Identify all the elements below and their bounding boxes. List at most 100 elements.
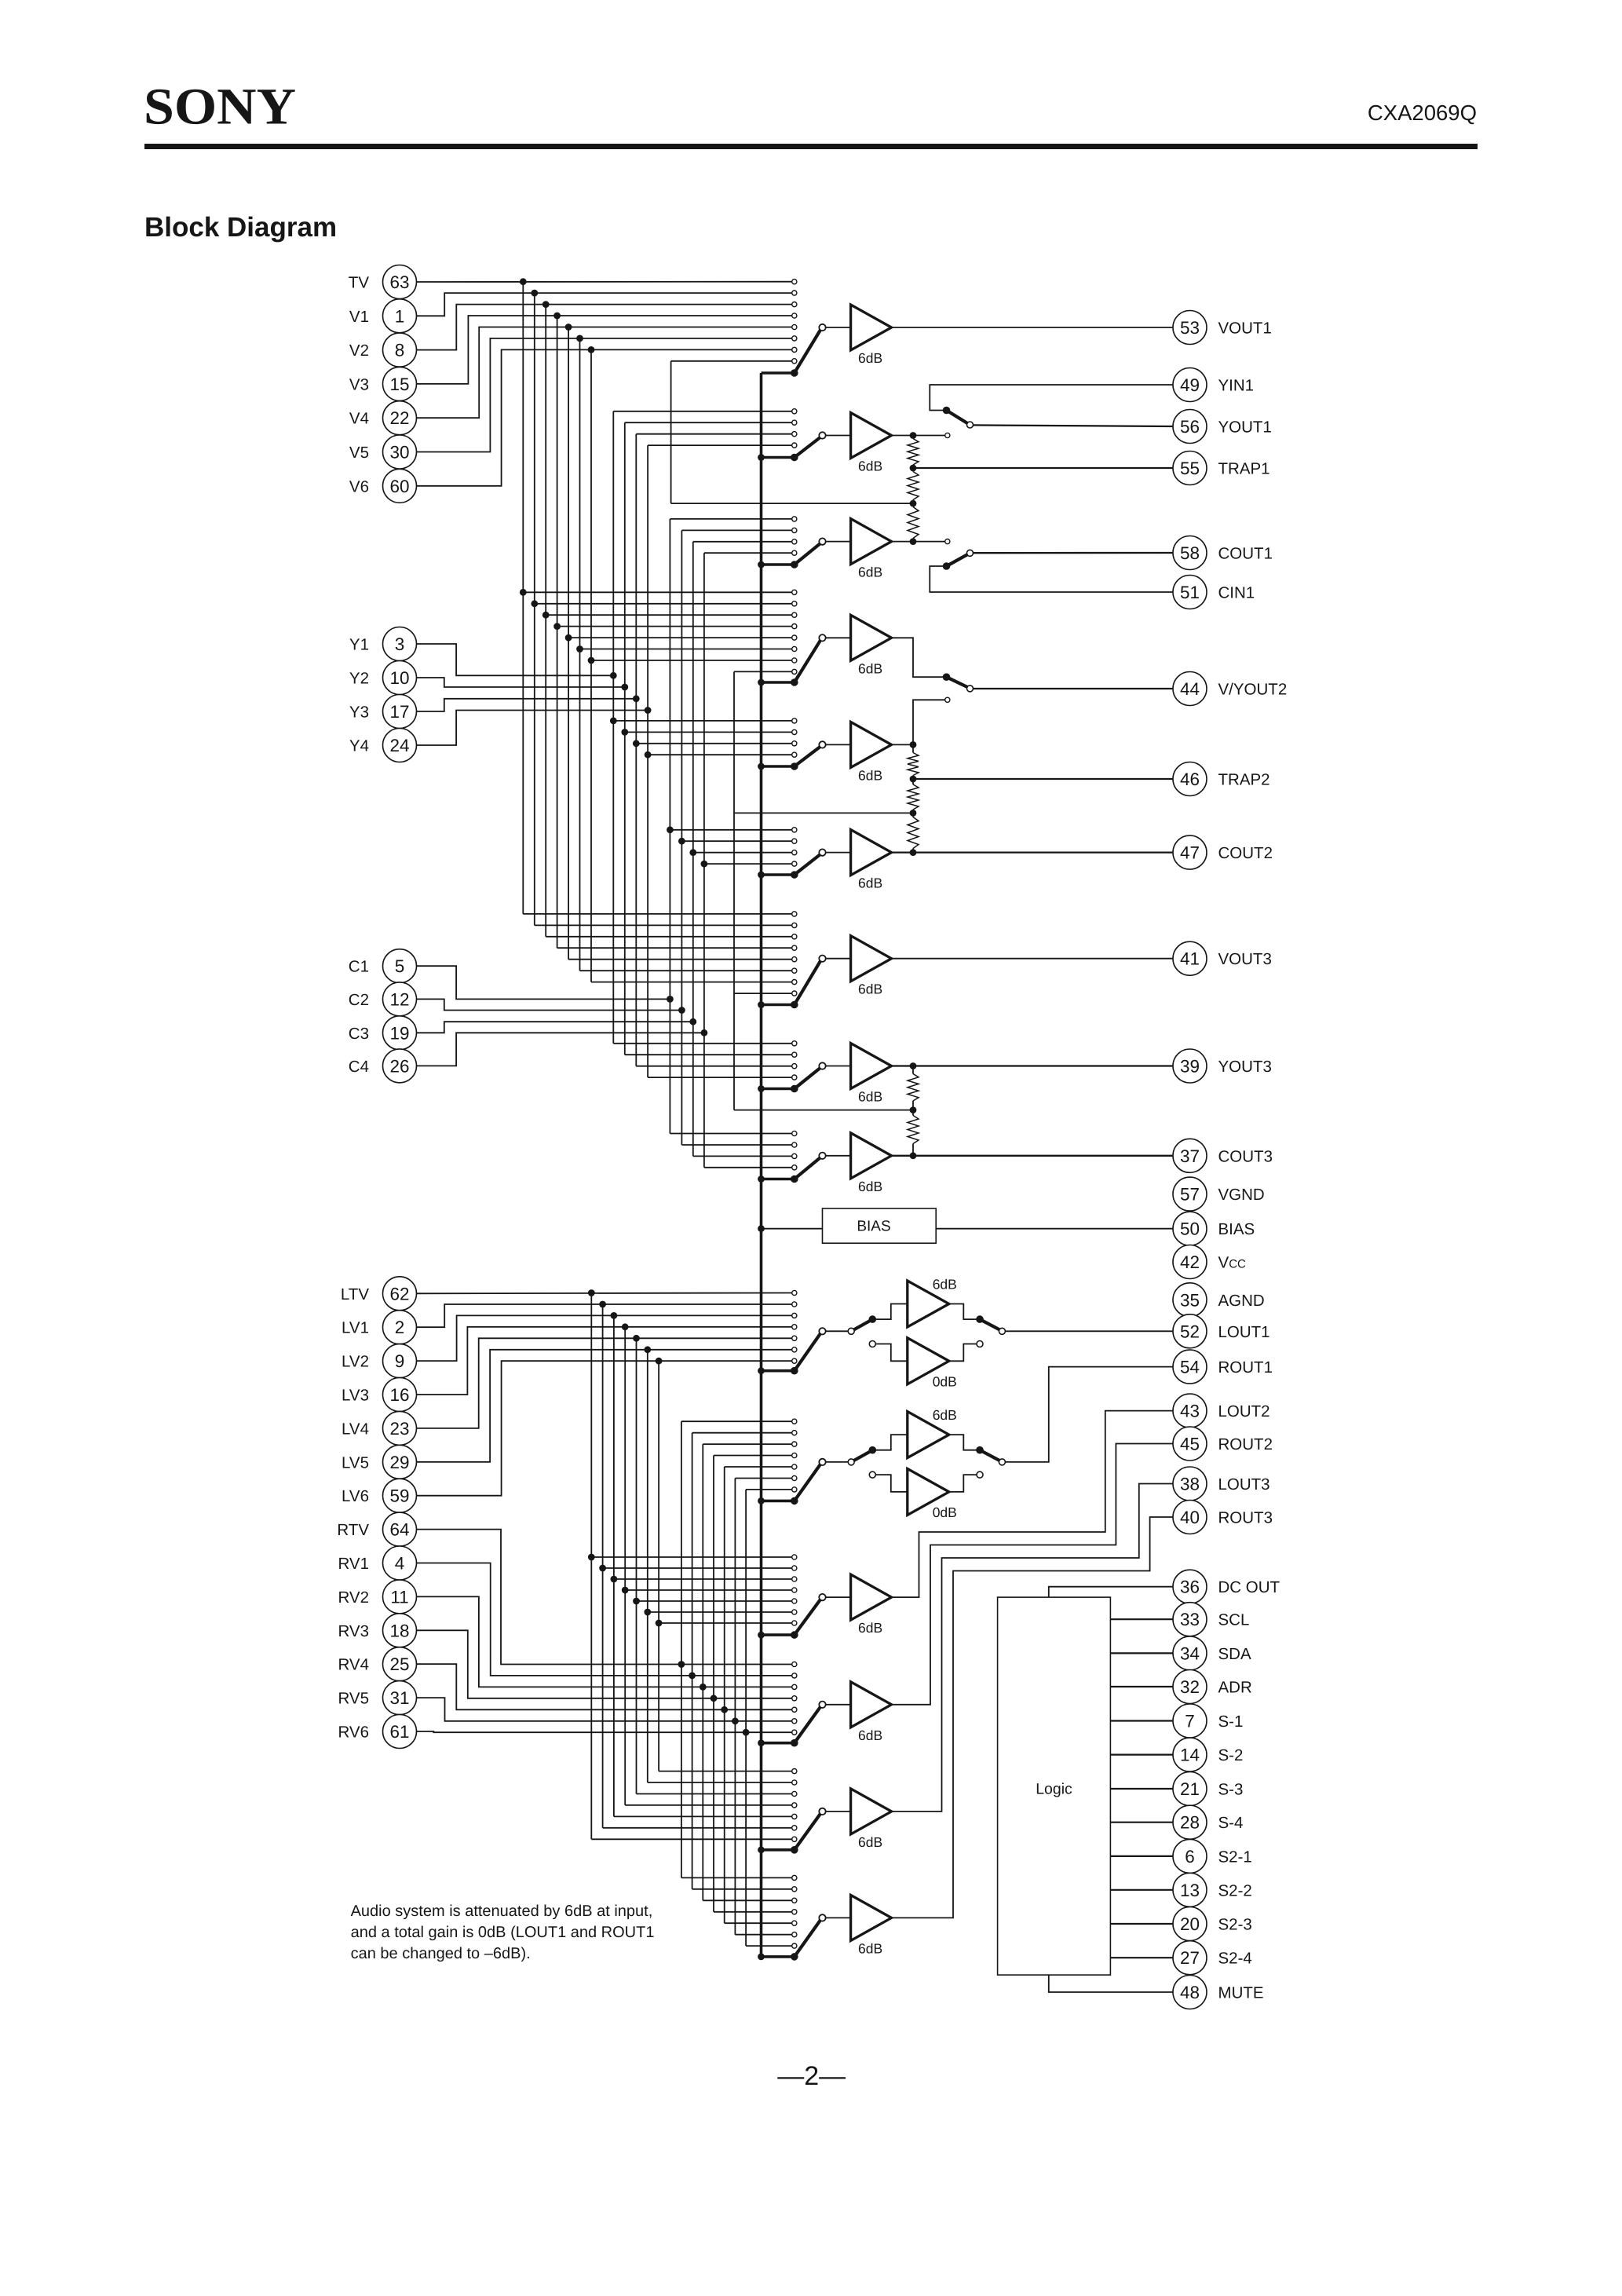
svg-text:Y4: Y4 bbox=[349, 737, 369, 755]
svg-text:V5: V5 bbox=[349, 444, 369, 462]
svg-text:10: 10 bbox=[389, 668, 409, 688]
svg-text:6: 6 bbox=[1185, 1847, 1195, 1866]
svg-text:18: 18 bbox=[389, 1621, 409, 1640]
svg-text:LOUT1: LOUT1 bbox=[1218, 1323, 1270, 1341]
svg-text:58: 58 bbox=[1180, 543, 1200, 563]
svg-text:VGND: VGND bbox=[1218, 1186, 1265, 1204]
svg-text:YOUT1: YOUT1 bbox=[1218, 419, 1272, 437]
svg-text:35: 35 bbox=[1180, 1290, 1200, 1310]
svg-text:—2—: —2— bbox=[777, 2061, 846, 2091]
svg-text:LV6: LV6 bbox=[342, 1487, 369, 1505]
svg-text:VCC: VCC bbox=[1218, 1254, 1247, 1272]
svg-text:37: 37 bbox=[1180, 1146, 1200, 1166]
svg-text:55: 55 bbox=[1180, 459, 1200, 478]
svg-text:41: 41 bbox=[1180, 949, 1200, 969]
svg-text:32: 32 bbox=[1180, 1677, 1200, 1697]
svg-text:6dB: 6dB bbox=[858, 660, 882, 676]
svg-text:25: 25 bbox=[389, 1654, 409, 1674]
svg-text:LV5: LV5 bbox=[342, 1453, 369, 1472]
svg-text:6dB: 6dB bbox=[858, 1940, 882, 1956]
svg-text:49: 49 bbox=[1180, 375, 1200, 395]
svg-text:C3: C3 bbox=[349, 1025, 369, 1043]
svg-text:V6: V6 bbox=[349, 477, 369, 495]
svg-text:VOUT3: VOUT3 bbox=[1218, 950, 1272, 968]
svg-text:6dB: 6dB bbox=[858, 982, 882, 997]
svg-text:S2-2: S2-2 bbox=[1218, 1881, 1252, 1899]
svg-text:C2: C2 bbox=[349, 991, 369, 1009]
svg-text:46: 46 bbox=[1180, 770, 1200, 789]
svg-text:MUTE: MUTE bbox=[1218, 1984, 1264, 2002]
svg-text:33: 33 bbox=[1180, 1610, 1200, 1629]
svg-text:6dB: 6dB bbox=[858, 1834, 882, 1850]
svg-text:RV5: RV5 bbox=[338, 1690, 369, 1708]
svg-text:S-1: S-1 bbox=[1218, 1713, 1244, 1731]
svg-text:19: 19 bbox=[389, 1023, 409, 1043]
svg-text:COUT2: COUT2 bbox=[1218, 844, 1273, 862]
svg-text:62: 62 bbox=[389, 1284, 409, 1303]
svg-text:LOUT3: LOUT3 bbox=[1218, 1475, 1270, 1493]
svg-text:can be changed to –6dB).: can be changed to –6dB). bbox=[351, 1945, 531, 1962]
svg-text:YIN1: YIN1 bbox=[1218, 377, 1255, 395]
svg-text:LOUT2: LOUT2 bbox=[1218, 1402, 1270, 1420]
svg-text:BIAS: BIAS bbox=[857, 1219, 890, 1235]
svg-text:2: 2 bbox=[395, 1318, 405, 1337]
svg-text:CXA2069Q: CXA2069Q bbox=[1368, 101, 1477, 125]
svg-text:CIN1: CIN1 bbox=[1218, 584, 1255, 602]
svg-text:RV6: RV6 bbox=[338, 1724, 369, 1742]
svg-text:V4: V4 bbox=[349, 410, 369, 428]
svg-text:5: 5 bbox=[395, 956, 405, 976]
svg-text:54: 54 bbox=[1180, 1358, 1200, 1377]
svg-text:40: 40 bbox=[1180, 1508, 1200, 1527]
svg-text:ADR: ADR bbox=[1218, 1679, 1252, 1697]
svg-text:6dB: 6dB bbox=[858, 350, 882, 366]
svg-text:6dB: 6dB bbox=[858, 876, 882, 891]
svg-text:RTV: RTV bbox=[337, 1521, 369, 1539]
svg-text:Logic: Logic bbox=[1036, 1781, 1072, 1798]
svg-text:29: 29 bbox=[389, 1453, 409, 1472]
svg-text:9: 9 bbox=[395, 1351, 405, 1371]
svg-text:TV: TV bbox=[349, 274, 370, 292]
svg-text:LTV: LTV bbox=[341, 1285, 369, 1303]
svg-text:56: 56 bbox=[1180, 417, 1200, 437]
svg-text:TRAP2: TRAP2 bbox=[1218, 771, 1270, 789]
svg-text:42: 42 bbox=[1180, 1252, 1200, 1272]
svg-text:4: 4 bbox=[395, 1554, 405, 1574]
svg-text:ROUT2: ROUT2 bbox=[1218, 1435, 1273, 1453]
svg-text:6dB: 6dB bbox=[858, 1727, 882, 1743]
svg-text:SONY: SONY bbox=[144, 79, 296, 136]
svg-text:20: 20 bbox=[1180, 1914, 1200, 1934]
svg-text:C4: C4 bbox=[349, 1058, 369, 1076]
svg-text:27: 27 bbox=[1180, 1948, 1200, 1968]
svg-text:26: 26 bbox=[389, 1056, 409, 1076]
svg-text:21: 21 bbox=[1180, 1779, 1200, 1799]
svg-text:6dB: 6dB bbox=[933, 1277, 957, 1292]
svg-text:44: 44 bbox=[1180, 679, 1200, 699]
svg-text:VOUT1: VOUT1 bbox=[1218, 320, 1272, 338]
svg-text:ROUT3: ROUT3 bbox=[1218, 1509, 1273, 1527]
svg-text:28: 28 bbox=[1180, 1813, 1200, 1833]
svg-text:60: 60 bbox=[389, 477, 409, 496]
svg-text:6dB: 6dB bbox=[858, 767, 882, 783]
svg-text:V3: V3 bbox=[349, 375, 369, 393]
svg-text:57: 57 bbox=[1180, 1185, 1200, 1205]
svg-text:8: 8 bbox=[395, 341, 405, 360]
svg-text:12: 12 bbox=[389, 989, 409, 1009]
svg-text:S2-1: S2-1 bbox=[1218, 1848, 1252, 1866]
svg-text:52: 52 bbox=[1180, 1322, 1200, 1341]
svg-text:6dB: 6dB bbox=[858, 1089, 882, 1105]
svg-text:RV4: RV4 bbox=[338, 1656, 369, 1674]
svg-text:S-3: S-3 bbox=[1218, 1781, 1244, 1799]
svg-text:17: 17 bbox=[389, 702, 409, 722]
svg-text:Y3: Y3 bbox=[349, 704, 369, 722]
svg-text:V2: V2 bbox=[349, 342, 369, 360]
svg-text:LV1: LV1 bbox=[342, 1319, 369, 1337]
svg-text:11: 11 bbox=[390, 1587, 408, 1607]
svg-text:6dB: 6dB bbox=[858, 1179, 882, 1194]
svg-text:S2-4: S2-4 bbox=[1218, 1950, 1252, 1968]
svg-text:14: 14 bbox=[1180, 1746, 1200, 1765]
svg-text:LV3: LV3 bbox=[342, 1387, 369, 1405]
svg-text:Y1: Y1 bbox=[349, 636, 369, 654]
svg-text:38: 38 bbox=[1180, 1475, 1200, 1494]
svg-text:AGND: AGND bbox=[1218, 1292, 1265, 1310]
svg-text:48: 48 bbox=[1180, 1983, 1200, 2002]
